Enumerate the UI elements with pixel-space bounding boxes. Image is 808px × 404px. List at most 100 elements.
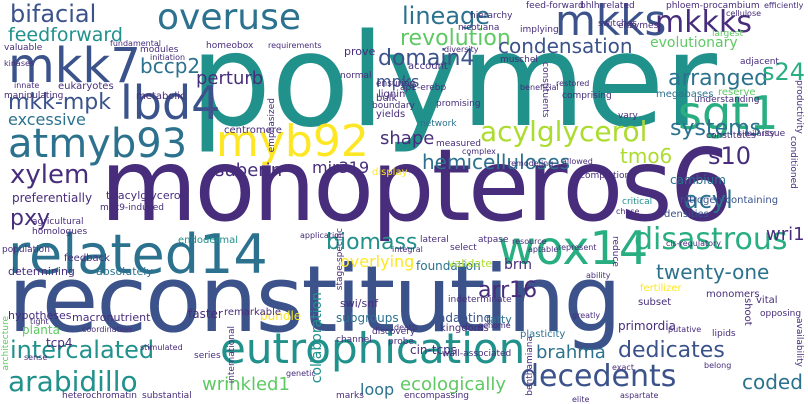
word-eukaryotes: eukaryotes <box>58 81 114 92</box>
word-overuse: overuse <box>157 0 301 38</box>
word-integral: integral <box>392 245 423 254</box>
word-productivity: productivity <box>794 80 804 134</box>
word-nitrogen-containing: nitrogen-containing <box>680 195 779 206</box>
word-tmo6: tmo6 <box>620 144 673 168</box>
word-cellulose: cellulose <box>726 9 762 18</box>
word-series: series <box>194 351 221 361</box>
word-similarity: similarity <box>738 129 775 138</box>
word-planta: planta <box>22 323 60 337</box>
word-mkk-mpk: mkk-mpk <box>8 90 111 115</box>
word-mkkks: mkkks <box>655 5 752 40</box>
word-lateral: lateral <box>420 235 449 245</box>
word-subgroups: subgroups <box>336 311 399 325</box>
word-cin-tcps: cin-tcps <box>410 343 458 357</box>
word-genome: genome <box>478 321 511 330</box>
word-constitutes: constitutes <box>706 131 756 141</box>
word-beneficial: beneficial <box>520 83 559 92</box>
word-remarkable: remarkable <box>224 307 282 318</box>
word-exact: exact <box>612 363 634 372</box>
word-efficiently: efficiently <box>764 1 804 10</box>
word-innate: innate <box>14 81 40 90</box>
word-critical: critical <box>622 197 653 207</box>
word-adjacent: adjacent <box>740 57 779 67</box>
word-muschel: muschel <box>500 55 538 65</box>
word-arabidillo: arabidillo <box>8 365 138 398</box>
word-foundation: foundation <box>416 259 481 273</box>
word-absolutely: absolutely <box>96 265 153 278</box>
word-valuable: valuable <box>4 43 43 53</box>
word-bulk: bulk <box>376 93 398 104</box>
word-wox14: wox14 <box>498 221 649 275</box>
word-initiation: initiation <box>150 53 186 62</box>
word-hemicelluloses: hemicelluloses <box>422 150 571 174</box>
word-disastrous: disastrous <box>634 222 788 257</box>
word-feedback: feedback <box>64 253 110 264</box>
word-issue: issue <box>762 129 786 139</box>
word-shoot: shoot <box>742 298 753 326</box>
word-reserve: reserve <box>718 87 756 98</box>
word-belong: belong <box>704 361 732 370</box>
word-endodermal: endodermal <box>178 235 239 246</box>
word-pxy: pxy <box>10 206 51 231</box>
word-wrinkled1: wrinkled1 <box>202 374 290 395</box>
word-fundamental: fundamental <box>110 39 161 48</box>
word-lbd4: lbd4 <box>120 76 221 130</box>
word-tight: tight <box>30 317 49 326</box>
word-putative: putative <box>668 325 702 334</box>
word-mkks: mkks <box>555 0 667 45</box>
word-indeterminate: indeterminate <box>448 295 512 305</box>
word-wri1: wri1 <box>766 224 805 245</box>
word-triacylglycerol: triacylglycerol <box>106 189 184 202</box>
word-reconstituting: reconstituting <box>8 246 622 353</box>
word-ecologically: ecologically <box>400 374 507 395</box>
word-lineage: lineage <box>402 2 491 30</box>
word-elite: elite <box>572 395 590 404</box>
word-intercalated: intercalated <box>10 336 155 364</box>
word-channel: channel <box>336 335 372 345</box>
word-preferentially: preferentially <box>12 191 93 205</box>
word-prove: prove <box>344 45 376 58</box>
word-suberin: suberin <box>215 160 283 181</box>
word-feed-forward: feed-forward <box>526 1 584 11</box>
word-requirements: requirements <box>268 41 322 50</box>
word-arranged: arranged <box>668 66 769 91</box>
word-coded: coded <box>742 370 803 394</box>
word-primordia: primordia <box>618 319 676 333</box>
word-loop: loop <box>360 380 395 399</box>
word-homologues: homologues <box>32 227 88 237</box>
word-dedicates: dedicates <box>618 338 725 363</box>
word-megabases: megabases <box>656 89 714 100</box>
word-mpks: mpks <box>376 72 420 91</box>
word-wall-associated: wall-associated <box>442 349 512 359</box>
word-mkk7: mkk7 <box>8 38 141 94</box>
word-understanding: understanding <box>694 95 760 105</box>
word-polymer: polymer <box>190 7 717 156</box>
word-systems: systems <box>670 116 761 141</box>
word-architecture: architecture <box>1 316 11 371</box>
word-faster: faster <box>188 307 223 321</box>
word-hypotheses: hypotheses <box>8 309 72 322</box>
word-lignin: lignin <box>378 89 406 100</box>
word-phloem-procambium: phloem-procambium <box>666 1 760 11</box>
word-application: application <box>300 231 345 240</box>
word-largest: largest <box>712 29 744 39</box>
word-bccp2: bccp2 <box>140 54 201 78</box>
word-account: account <box>408 61 448 72</box>
word-allowed: allowed <box>562 157 593 166</box>
word-network: network <box>420 119 457 129</box>
word-decedents: decedents <box>520 359 677 394</box>
word-homeobox: homeobox <box>206 41 254 51</box>
word-arr16: arr16 <box>478 278 538 303</box>
word-boundary: boundary <box>372 101 415 111</box>
word-restored: restored <box>556 79 590 88</box>
word-overlying: overlying <box>340 252 415 271</box>
word-conditioned: conditioned <box>788 136 798 189</box>
word-complex: complex <box>462 147 496 156</box>
word-subset: subset <box>638 297 672 308</box>
word-aspartate: aspartate <box>620 391 659 400</box>
word-probe: probe <box>388 337 414 347</box>
word-stimulated: stimulated <box>140 343 183 352</box>
word-acyl: acyl <box>684 186 733 214</box>
word-metabolic: metabolic <box>136 91 186 102</box>
